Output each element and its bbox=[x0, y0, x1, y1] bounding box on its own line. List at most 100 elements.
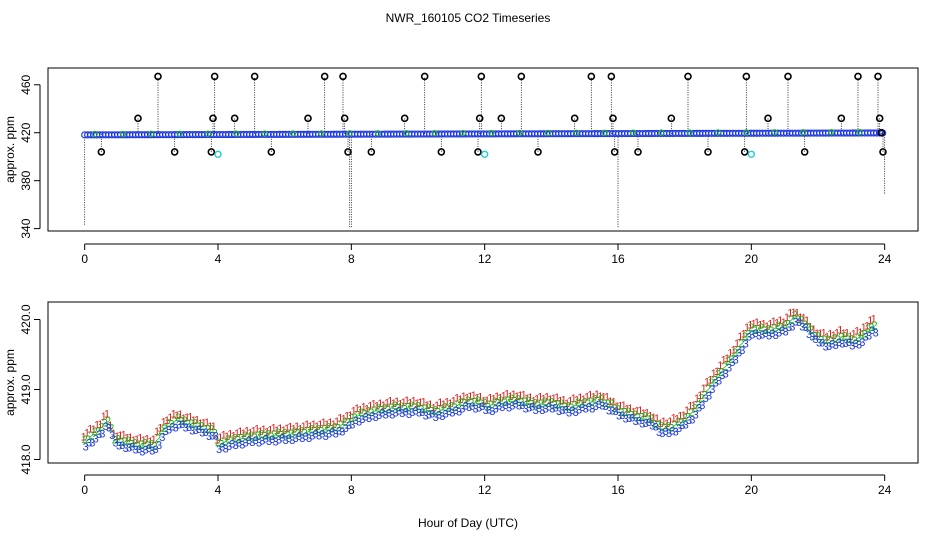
series-1-point: 1 bbox=[451, 395, 457, 407]
series-2-point: 2 bbox=[232, 433, 238, 445]
series-2-point: 2 bbox=[622, 406, 628, 418]
series-3-point: 3 bbox=[343, 423, 349, 435]
series-3-point: 3 bbox=[436, 409, 442, 421]
series-1-point: 1 bbox=[717, 360, 723, 372]
series-2-point: 2 bbox=[802, 319, 808, 331]
series-2-point: 2 bbox=[322, 424, 328, 436]
series-1-point: 1 bbox=[204, 417, 210, 429]
series-1-point: 1 bbox=[391, 398, 397, 410]
series-3-point: 3 bbox=[793, 317, 799, 329]
series-3-point: 3 bbox=[526, 402, 532, 414]
series-1-point: 1 bbox=[297, 423, 303, 435]
series-2-point: 2 bbox=[242, 430, 248, 442]
series-1-point: 1 bbox=[584, 392, 590, 404]
series-3-point: 3 bbox=[853, 338, 859, 350]
baseline-green-point bbox=[346, 130, 353, 137]
series-3-point: 3 bbox=[109, 430, 115, 442]
x-tick-label: 12 bbox=[478, 483, 492, 497]
series-3-point: 3 bbox=[139, 446, 145, 458]
series-2-point: 2 bbox=[135, 441, 141, 453]
series-1-point: 1 bbox=[644, 407, 650, 419]
series-1-point: 1 bbox=[564, 398, 570, 410]
series-3-point: 3 bbox=[183, 422, 189, 434]
series-1-point: 1 bbox=[804, 315, 810, 327]
series-3-point: 3 bbox=[496, 401, 502, 413]
series-1-point: 1 bbox=[164, 415, 170, 427]
outlier-point bbox=[740, 148, 749, 156]
series-3-point: 3 bbox=[623, 414, 629, 426]
outlier-point bbox=[667, 114, 676, 123]
outlier-point bbox=[267, 148, 276, 156]
outlier-point bbox=[800, 148, 809, 156]
series-1-point: 1 bbox=[597, 391, 603, 403]
y-tick-label: 420.0 bbox=[19, 304, 33, 334]
series-3-point: 3 bbox=[769, 328, 775, 340]
baseline-green-point bbox=[289, 130, 297, 137]
series-2-point: 2 bbox=[688, 407, 694, 419]
series-1-point: 1 bbox=[661, 416, 667, 428]
series-2-point: 2 bbox=[365, 406, 371, 418]
series-1-point: 1 bbox=[137, 433, 143, 445]
y-tick-label: 419.0 bbox=[19, 374, 33, 404]
series-3-point: 3 bbox=[553, 403, 559, 415]
series-1-point: 1 bbox=[107, 420, 113, 432]
series-3-point: 3 bbox=[213, 430, 219, 442]
series-3-point: 3 bbox=[749, 329, 755, 341]
series-2-point: 2 bbox=[488, 399, 494, 411]
series-2-point: 2 bbox=[438, 404, 444, 416]
series-2-point: 2 bbox=[668, 423, 674, 435]
series-2-point: 2 bbox=[582, 396, 588, 408]
series-3-point: 3 bbox=[613, 406, 619, 418]
y-axis-title: approx. ppm bbox=[3, 349, 17, 416]
x-tick-label: 16 bbox=[611, 483, 625, 497]
series-3-point: 3 bbox=[869, 325, 875, 337]
series-2-point: 2 bbox=[508, 393, 514, 405]
series-3-point: 3 bbox=[253, 435, 259, 447]
series-1-point: 1 bbox=[647, 411, 653, 423]
series-2-point: 2 bbox=[595, 396, 601, 408]
series-3-point: 3 bbox=[739, 345, 745, 357]
series-3-point: 3 bbox=[609, 406, 615, 418]
outlier-point bbox=[497, 114, 506, 123]
series-1-point: 1 bbox=[551, 393, 557, 405]
series-1-point: 1 bbox=[841, 328, 847, 340]
series-2-point: 2 bbox=[422, 403, 428, 415]
baseline-green-point bbox=[119, 130, 127, 137]
series-1-point: 1 bbox=[101, 411, 107, 423]
series-1-point: 1 bbox=[667, 416, 673, 428]
series-1-point: 1 bbox=[91, 424, 97, 436]
series-3-point: 3 bbox=[356, 417, 362, 429]
series-2-point: 2 bbox=[575, 397, 581, 409]
series-2-point: 2 bbox=[815, 330, 821, 342]
series-3-point: 3 bbox=[616, 411, 622, 423]
series-2-point: 2 bbox=[185, 419, 191, 431]
series-3-point: 3 bbox=[373, 412, 379, 424]
series-2-point: 2 bbox=[548, 396, 554, 408]
series-3-point: 3 bbox=[649, 420, 655, 432]
baseline-green-point bbox=[176, 130, 183, 137]
series-1-point: 1 bbox=[264, 426, 270, 438]
series-1-point: 1 bbox=[777, 315, 783, 327]
series-2-point: 2 bbox=[148, 438, 154, 450]
series-1-point: 1 bbox=[751, 318, 757, 330]
series-1-point: 1 bbox=[814, 328, 820, 340]
series-3-point: 3 bbox=[383, 410, 389, 422]
series-1-point: 1 bbox=[461, 391, 467, 403]
series-3-point: 3 bbox=[729, 357, 735, 369]
series-1-point: 1 bbox=[851, 328, 857, 340]
series-2-point: 2 bbox=[305, 426, 311, 438]
series-1-point: 1 bbox=[757, 320, 763, 332]
series-1-point: 1 bbox=[201, 417, 207, 429]
series-3-point: 3 bbox=[126, 442, 132, 454]
series-3-point: 3 bbox=[573, 407, 579, 419]
outlier-point bbox=[704, 148, 712, 156]
y-tick-label: 340 bbox=[19, 218, 33, 238]
series-3-point: 3 bbox=[263, 434, 269, 446]
series-1-point: 1 bbox=[237, 426, 243, 438]
series-1-point: 1 bbox=[267, 424, 273, 436]
series-2-point: 2 bbox=[498, 395, 504, 407]
series-3-point: 3 bbox=[859, 337, 865, 349]
series-3-point: 3 bbox=[466, 402, 472, 414]
series-1-point: 1 bbox=[484, 395, 490, 407]
series-3-point: 3 bbox=[619, 410, 625, 422]
